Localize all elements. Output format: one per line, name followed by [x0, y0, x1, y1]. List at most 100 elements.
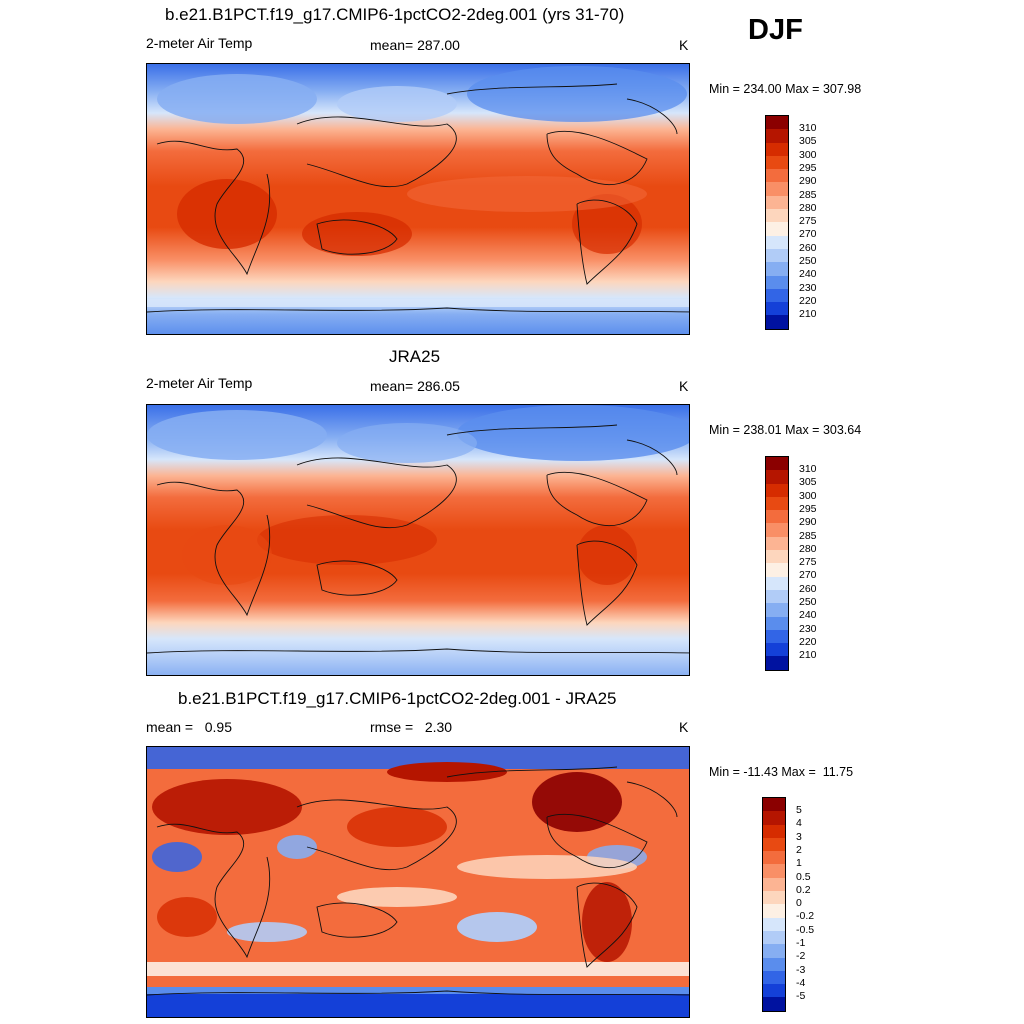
panel3-tick-9: -0.5: [796, 923, 815, 936]
panel3-tick-7: 0: [796, 897, 802, 910]
panel1-tick-13: 220: [799, 294, 817, 307]
panel2-tick-12: 230: [799, 622, 817, 635]
colorbar-swatch: [763, 984, 785, 998]
panel2-tick-6: 280: [799, 542, 817, 555]
panel3-tick-0: 5: [796, 804, 802, 816]
panel2-map: [146, 404, 690, 676]
panel1-title: b.e21.B1PCT.f19_g17.CMIP6-1pctCO2-2deg.0…: [165, 5, 625, 24]
colorbar-swatch: [766, 222, 788, 236]
panel1-field: [147, 64, 689, 334]
panel1-variable-label: 2-meter Air Temp: [146, 35, 253, 51]
panel3-field: [147, 747, 689, 1017]
panel1-tick-3: 295: [799, 161, 817, 174]
colorbar-swatch: [766, 496, 788, 511]
colorbar-swatch: [763, 957, 785, 971]
panel2-tick-9: 260: [799, 582, 817, 595]
panel3-tick-6: 0.2: [796, 883, 811, 896]
colorbar-swatch: [763, 837, 785, 852]
panel3-minmax: Min = -11.43 Max = 11.75: [709, 765, 854, 779]
colorbar-swatch: [766, 629, 788, 644]
colorbar-swatch: [766, 470, 788, 484]
colorbar-swatch: [763, 891, 785, 905]
panel1-tick-0: 310: [799, 122, 817, 134]
panel3-tick-13: -4: [796, 976, 806, 989]
panel2-tick-13: 220: [799, 635, 817, 648]
colorbar-swatch: [766, 603, 788, 617]
panel3-mean-label: mean = 0.95: [146, 719, 233, 735]
panel2-minmax: Min = 238.01 Max = 303.64: [709, 423, 862, 437]
colorbar-swatch: [766, 536, 788, 551]
panel1-tick-5: 285: [799, 188, 817, 201]
panel3-rmse-label: rmse = 2.30: [370, 719, 453, 735]
panel1-tick-1: 305: [799, 135, 817, 148]
colorbar-swatch: [763, 930, 785, 945]
panel3-tick-5: 0.5: [796, 870, 811, 883]
colorbar-swatch: [763, 944, 785, 958]
panel2-tick-2: 300: [799, 489, 817, 502]
colorbar-swatch: [763, 970, 785, 985]
panel2-mean-label: mean= 286.05: [370, 378, 460, 394]
panel1-minmax: Min = 234.00 Max = 307.98: [709, 82, 862, 96]
panel3-title: b.e21.B1PCT.f19_g17.CMIP6-1pctCO2-2deg.0…: [178, 689, 617, 708]
panel3-tick-3: 2: [796, 843, 802, 856]
panel1-tick-9: 260: [799, 241, 817, 254]
panel3-tick-12: -3: [796, 963, 806, 976]
panel2-field: [147, 405, 689, 675]
panel1-tick-12: 230: [799, 281, 817, 294]
colorbar-swatch: [766, 550, 788, 564]
panel1-tick-7: 275: [799, 215, 817, 228]
panel2-tick-8: 270: [799, 569, 817, 582]
colorbar-swatch: [766, 643, 788, 657]
panel3-colorbar-swatches: [762, 797, 786, 1012]
panel1-units-label: K: [679, 37, 689, 53]
colorbar-swatch: [766, 195, 788, 210]
colorbar-swatch: [766, 262, 788, 276]
panel2-tick-10: 250: [799, 596, 817, 608]
colorbar-swatch: [766, 169, 788, 183]
colorbar-swatch: [763, 851, 785, 865]
panel1-tick-14: 210: [799, 308, 817, 321]
colorbar-swatch: [766, 315, 788, 329]
panel3-units-label: K: [679, 719, 689, 735]
panel3-tick-14: -5: [796, 990, 806, 1003]
colorbar-swatch: [763, 877, 785, 892]
panel2-tick-0: 310: [799, 463, 817, 475]
panel3-tick-1: 4: [796, 817, 802, 830]
season-label: DJF: [748, 14, 803, 46]
colorbar-swatch: [766, 616, 788, 630]
panel2-tick-4: 290: [799, 516, 817, 529]
colorbar-swatch: [766, 142, 788, 156]
panel1-mean-label: mean= 287.00: [370, 37, 460, 53]
colorbar-swatch: [766, 209, 788, 223]
colorbar-swatch: [766, 523, 788, 537]
panel1-colorbar-swatches: [765, 115, 789, 330]
colorbar-swatch: [766, 155, 788, 170]
panel2-title: JRA25: [389, 347, 441, 366]
colorbar-swatch: [766, 288, 788, 303]
colorbar-swatch: [763, 824, 785, 838]
panel2-units-label: K: [679, 378, 689, 394]
panel1-tick-2: 300: [799, 148, 817, 161]
panel2-tick-5: 285: [799, 529, 817, 542]
panel1-tick-4: 290: [799, 175, 817, 188]
panel1-map: [146, 63, 690, 335]
panel2-variable-label: 2-meter Air Temp: [146, 375, 253, 391]
colorbar-swatch: [766, 302, 788, 316]
colorbar-swatch: [766, 576, 788, 590]
panel2-colorbar-swatches: [765, 456, 789, 671]
colorbar-swatch: [766, 129, 788, 143]
colorbar-swatch: [766, 275, 788, 289]
colorbar-swatch: [766, 248, 788, 263]
colorbar-swatch: [763, 997, 785, 1011]
panel3-tick-10: -1: [796, 937, 806, 949]
colorbar-swatch: [763, 798, 785, 812]
panel3-tick-11: -2: [796, 950, 806, 963]
panel3-tick-4: 1: [796, 857, 802, 870]
colorbar-swatch: [766, 589, 788, 604]
colorbar-swatch: [763, 864, 785, 878]
panel1-tick-11: 240: [799, 268, 817, 281]
colorbar-swatch: [766, 656, 788, 670]
colorbar-swatch: [763, 811, 785, 825]
panel2-tick-14: 210: [799, 649, 817, 662]
panel3-tick-2: 3: [796, 830, 802, 843]
